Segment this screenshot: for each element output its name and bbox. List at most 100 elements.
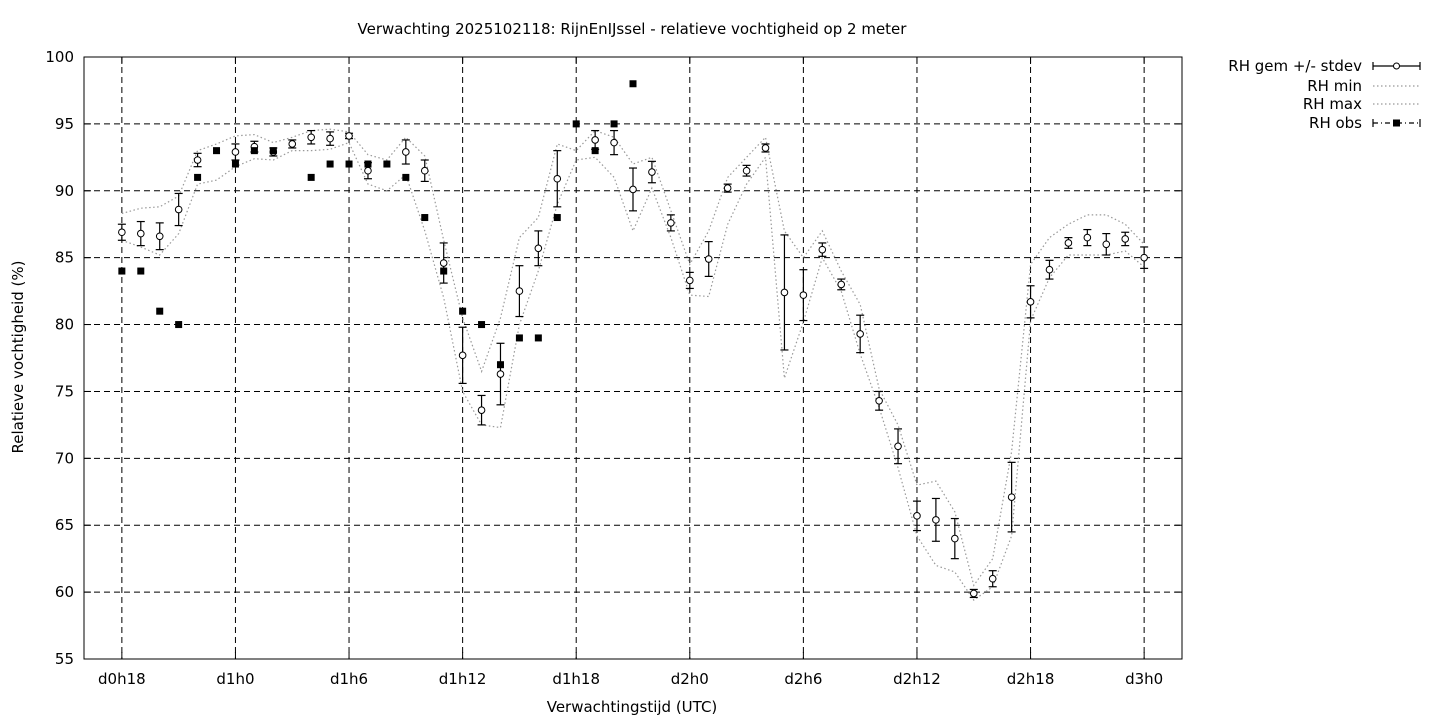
- rh-obs-point: [250, 147, 258, 155]
- plot-frame: [83, 56, 1183, 660]
- rh-obs-point: [421, 214, 429, 222]
- rh-obs-point: [156, 307, 164, 315]
- x-tick-label: d0h18: [98, 670, 146, 688]
- rh-mean-point: [1007, 493, 1016, 501]
- rh-mean-point: [458, 351, 467, 360]
- rh-mean-point: [913, 512, 921, 520]
- rh-obs-point: [629, 80, 637, 88]
- rh-mean-point: [496, 370, 505, 378]
- rh-obs-point: [534, 334, 542, 342]
- rh-mean-point: [837, 280, 846, 289]
- rh-obs-point: [269, 147, 277, 155]
- rh-mean-point: [231, 148, 240, 156]
- rh-obs-point: [364, 160, 372, 168]
- rh-mean-point: [667, 219, 675, 227]
- rh-mean-point: [780, 288, 789, 297]
- legend-label: RH gem +/- stdev: [1228, 57, 1362, 75]
- rh-mean-point: [951, 534, 959, 543]
- rh-obs-point: [402, 173, 410, 181]
- rh-mean-point: [1102, 240, 1111, 249]
- rh-mean-point: [136, 229, 145, 238]
- rh-obs-point: [213, 147, 221, 155]
- rh-mean-point: [402, 148, 410, 156]
- y-tick-label: 60: [55, 583, 74, 601]
- rh-mean-point: [875, 397, 883, 405]
- rh-mean-point: [629, 185, 637, 194]
- rh-mean-point: [288, 140, 297, 148]
- rh-obs-point: [175, 321, 183, 329]
- rh-obs-point: [515, 334, 523, 342]
- rh-mean-point: [174, 205, 183, 214]
- rh-mean-point: [439, 259, 448, 267]
- rh-mean-point: [1064, 239, 1073, 247]
- rh-mean-point: [932, 516, 940, 524]
- x-tick-label: d3h0: [1125, 670, 1163, 688]
- legend-obs-marker: [1393, 119, 1400, 127]
- x-tick-label: d1h12: [439, 670, 487, 688]
- y-tick-label: 75: [55, 382, 74, 400]
- rh-obs-point: [118, 267, 126, 275]
- rh-min-line: [121, 141, 1145, 601]
- rh-mean-point: [477, 406, 486, 414]
- rh-obs-point: [345, 160, 353, 168]
- rh-obs-point: [572, 120, 580, 128]
- y-axis-label: Relatieve vochtigheid (%): [9, 260, 27, 453]
- rh-obs-point: [383, 160, 391, 168]
- rh-mean-point: [704, 255, 713, 263]
- rh-mean-point: [364, 166, 372, 175]
- rh-obs-point: [137, 267, 145, 275]
- rh-mean-point: [591, 136, 599, 144]
- y-tick-label: 85: [55, 249, 74, 267]
- rh-mean-point: [515, 287, 524, 295]
- legend-label: RH max: [1303, 95, 1362, 113]
- rh-mean-point: [742, 166, 751, 175]
- x-tick-label: d1h6: [330, 670, 368, 688]
- rh-mean-point: [894, 442, 902, 451]
- rh-obs-point: [194, 173, 202, 181]
- rh-obs-point: [307, 173, 315, 181]
- rh-obs-point: [231, 160, 239, 168]
- rh-mean-point: [1140, 253, 1148, 262]
- grid-lines: [84, 57, 1182, 659]
- rh-mean-point: [799, 291, 808, 299]
- rh-mean-point: [648, 168, 656, 176]
- rh-obs-point: [496, 361, 504, 369]
- rh-mean-point: [685, 276, 694, 285]
- rh-obs-point: [459, 307, 467, 315]
- rh-mean-point: [155, 232, 164, 241]
- rh-mean-point: [1083, 233, 1092, 242]
- rh-mean-point: [723, 184, 732, 192]
- rh-obs-point: [610, 120, 618, 128]
- x-tick-label: d1h0: [216, 670, 254, 688]
- rh-mean-point: [988, 574, 997, 583]
- chart-title: Verwachting 2025102118: RijnEnIJssel - r…: [358, 20, 908, 38]
- rh-mean-point: [1045, 265, 1054, 274]
- rh-mean-point: [118, 228, 126, 237]
- rh-mean-point: [420, 166, 429, 175]
- y-tick-label: 65: [55, 516, 74, 534]
- rh-mean-point: [761, 144, 770, 152]
- rh-obs-point: [553, 214, 561, 222]
- x-axis-label: Verwachtingstijd (UTC): [547, 698, 718, 716]
- rh-max-line: [121, 128, 1145, 587]
- y-tick-label: 70: [55, 449, 74, 467]
- rh-mean-point: [193, 156, 202, 164]
- rh-mean-point: [534, 244, 543, 253]
- rh-mean-point: [1121, 235, 1130, 243]
- legend-label: RH obs: [1309, 114, 1362, 132]
- y-tick-label: 55: [55, 650, 74, 668]
- x-tick-label: d2h0: [671, 670, 709, 688]
- x-tick-label: d2h12: [893, 670, 941, 688]
- y-tick-label: 90: [55, 182, 74, 200]
- rh-mean-point: [856, 330, 864, 338]
- rh-obs-point: [591, 147, 599, 155]
- plot-area: [117, 80, 1149, 601]
- rh-mean-point: [326, 134, 334, 143]
- x-tick-label: d1h18: [552, 670, 600, 688]
- x-tick-label: d2h6: [784, 670, 822, 688]
- y-tick-label: 95: [55, 115, 74, 133]
- x-tick-label: d2h18: [1007, 670, 1055, 688]
- rh-mean-point: [969, 589, 978, 598]
